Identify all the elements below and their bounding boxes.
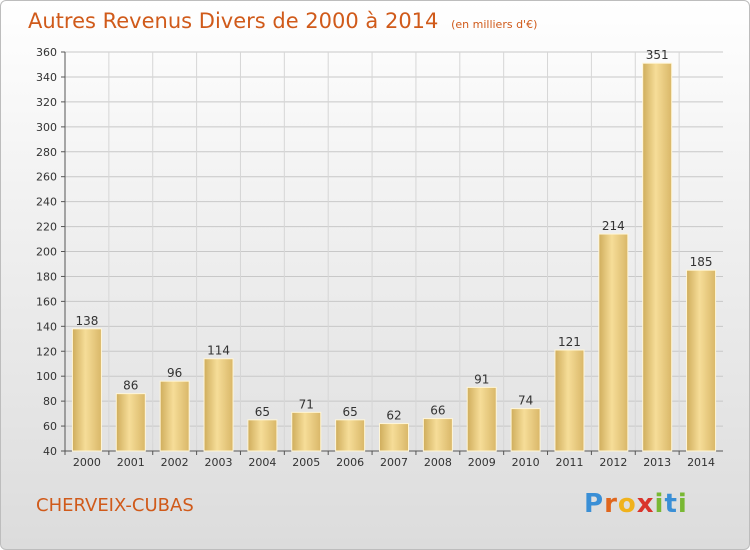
x-tick-label: 2009 — [468, 456, 496, 469]
bar — [335, 419, 366, 452]
logo-letter: x — [636, 489, 655, 519]
y-tick-label: 120 — [36, 345, 57, 358]
x-tick-label: 2005 — [292, 456, 320, 469]
x-tick-label: 2014 — [687, 456, 715, 469]
y-tick-label: 300 — [36, 121, 57, 134]
bar — [71, 328, 102, 452]
data-label: 65 — [255, 405, 270, 419]
data-label: 185 — [690, 255, 713, 269]
x-tick-label: 2000 — [73, 456, 101, 469]
proxiti-logo: Proxiti — [584, 489, 688, 519]
x-tick-label: 2003 — [205, 456, 233, 469]
x-tick-label: 2006 — [336, 456, 364, 469]
data-label: 86 — [123, 379, 138, 393]
chart-subtitle: (en milliers d'€) — [451, 18, 538, 31]
y-tick-label: 240 — [36, 196, 57, 209]
chart-title: Autres Revenus Divers de 2000 à 2014 (en… — [28, 9, 537, 33]
data-label: 62 — [386, 409, 401, 423]
data-label: 65 — [342, 405, 357, 419]
bar — [247, 419, 278, 452]
x-tick-label: 2011 — [555, 456, 583, 469]
bar — [510, 408, 541, 452]
data-label: 214 — [602, 219, 625, 233]
x-tick-label: 2004 — [248, 456, 276, 469]
data-label: 96 — [167, 366, 182, 380]
y-tick-label: 160 — [36, 295, 57, 308]
bar — [642, 62, 673, 452]
bars — [71, 62, 717, 452]
x-tick-label: 2013 — [643, 456, 671, 469]
y-tick-label: 280 — [36, 146, 57, 159]
bar — [115, 393, 146, 452]
bar — [422, 418, 453, 452]
data-labels: 138 86 96 114 65 71 65 62 66 91 74 121 214 351 185 — [75, 48, 712, 422]
y-tick-label: 260 — [36, 171, 57, 184]
data-label: 74 — [518, 394, 533, 408]
y-tick-label: 40 — [43, 445, 57, 458]
data-label: 66 — [430, 404, 445, 418]
y-tick-label: 200 — [36, 246, 57, 259]
y-tick-label: 220 — [36, 221, 57, 234]
logo-letter: i — [677, 489, 688, 519]
y-tick-label: 180 — [36, 270, 57, 283]
bar — [686, 269, 717, 452]
y-tick-label: 140 — [36, 320, 57, 333]
logo-letter: t — [664, 489, 678, 519]
y-tick-label: 80 — [43, 395, 57, 408]
y-tick-label: 60 — [43, 420, 57, 433]
data-label: 351 — [646, 48, 669, 62]
bar — [159, 380, 190, 452]
data-label: 91 — [474, 372, 489, 386]
data-label: 121 — [558, 335, 581, 349]
logo-letter: o — [617, 489, 637, 519]
logo-letter: i — [654, 489, 665, 519]
bar — [554, 349, 585, 452]
y-tick-label: 340 — [36, 71, 57, 84]
place-name: CHERVEIX-CUBAS — [36, 495, 194, 516]
x-tick-label: 2007 — [380, 456, 408, 469]
data-label: 71 — [299, 397, 314, 411]
data-label: 114 — [207, 344, 230, 358]
bar — [466, 386, 497, 452]
y-tick-label: 320 — [36, 96, 57, 109]
logo-letter: r — [604, 489, 618, 519]
y-tick-label: 100 — [36, 370, 57, 383]
chart-title-text: Autres Revenus Divers de 2000 à 2014 — [28, 9, 439, 33]
y-tick-label: 360 — [36, 46, 57, 59]
x-tick-label: 2010 — [512, 456, 540, 469]
x-tick-label: 2002 — [161, 456, 189, 469]
bar — [291, 411, 322, 452]
data-label: 138 — [75, 314, 98, 328]
axes: 40 60 80 100 120 140 160 180 200 220 240 260 280 300 3… — [36, 46, 723, 469]
bar — [598, 233, 629, 452]
bar — [379, 423, 409, 452]
x-tick-label: 2008 — [424, 456, 452, 469]
x-tick-label: 2001 — [117, 456, 145, 469]
x-tick-label: 2012 — [599, 456, 627, 469]
logo-letter: P — [584, 489, 605, 519]
bar — [203, 358, 234, 452]
